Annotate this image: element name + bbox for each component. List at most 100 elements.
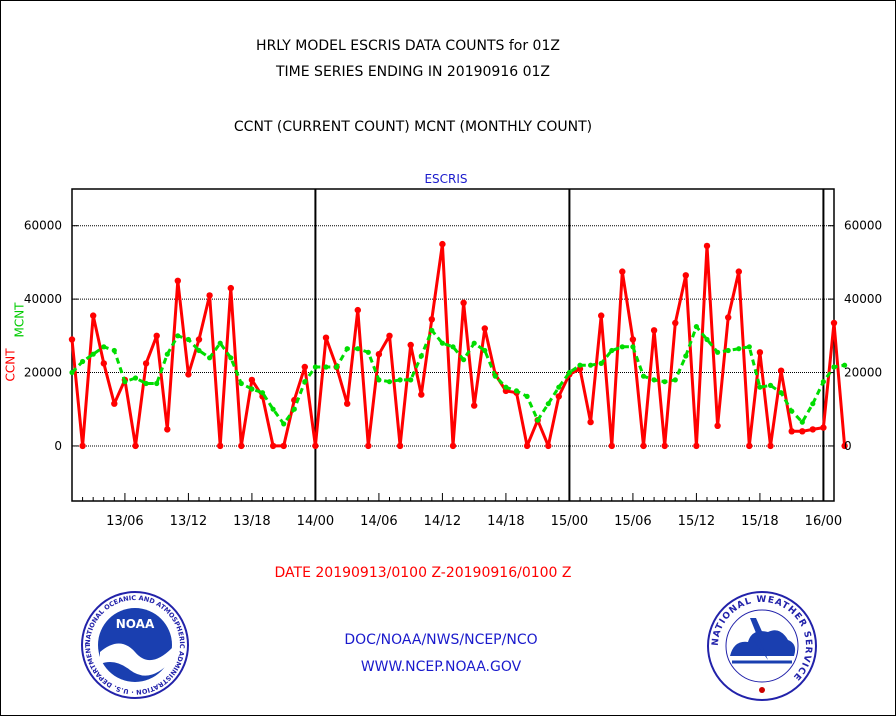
data-point-mcnt xyxy=(767,382,774,388)
data-point-ccnt xyxy=(809,426,816,433)
data-point-ccnt xyxy=(365,442,372,450)
data-point-mcnt xyxy=(746,344,752,350)
y-tick-label-left: 60000 xyxy=(24,219,62,233)
data-point-mcnt xyxy=(704,336,710,343)
x-tick-label: 13/18 xyxy=(233,514,270,529)
data-point-mcnt xyxy=(334,364,340,370)
data-point-mcnt xyxy=(355,346,361,352)
data-point-mcnt xyxy=(196,347,202,354)
data-point-ccnt xyxy=(153,332,160,339)
data-point-mcnt xyxy=(132,375,139,381)
data-point-mcnt xyxy=(683,353,689,359)
data-point-mcnt xyxy=(651,377,657,383)
title-line-1: HRLY MODEL ESCRIS DATA COUNTS for 01Z xyxy=(256,38,560,54)
y-tick-label-left: 20000 xyxy=(24,366,62,380)
data-point-mcnt xyxy=(323,364,329,370)
data-point-mcnt xyxy=(577,362,583,368)
data-point-mcnt xyxy=(609,347,615,354)
data-point-ccnt xyxy=(756,349,764,356)
data-point-mcnt xyxy=(175,333,181,339)
data-point-mcnt xyxy=(482,347,488,354)
data-point-ccnt xyxy=(439,240,446,248)
data-point-ccnt xyxy=(735,268,742,275)
data-point-ccnt xyxy=(449,442,457,450)
data-point-ccnt xyxy=(788,428,795,435)
data-point-mcnt xyxy=(154,380,160,387)
data-point-ccnt xyxy=(598,312,605,319)
data-point-mcnt xyxy=(344,346,350,352)
data-point-ccnt xyxy=(650,327,658,334)
y-tick-label-right: 20000 xyxy=(844,366,882,380)
data-point-mcnt xyxy=(80,358,86,365)
data-point-mcnt xyxy=(672,377,678,383)
data-point-ccnt xyxy=(523,442,531,450)
data-point-ccnt xyxy=(587,418,594,426)
data-point-mcnt xyxy=(461,357,467,363)
x-tick-label: 15/18 xyxy=(741,514,778,529)
data-point-ccnt xyxy=(312,442,319,450)
data-point-ccnt xyxy=(830,319,838,327)
data-point-mcnt xyxy=(513,388,520,394)
data-point-ccnt xyxy=(460,299,467,306)
data-point-mcnt xyxy=(535,417,541,423)
data-point-ccnt xyxy=(820,424,827,431)
data-point-ccnt xyxy=(481,325,488,332)
data-point-mcnt xyxy=(619,344,625,350)
data-point-mcnt xyxy=(492,373,498,379)
data-point-mcnt xyxy=(715,349,721,355)
data-point-ccnt xyxy=(354,306,361,314)
x-tick-label: 15/00 xyxy=(551,514,588,529)
data-point-mcnt xyxy=(397,377,403,383)
footer-org: DOC/NOAA/NWS/NCEP/NCO xyxy=(344,632,538,648)
y-tick-label-right: 60000 xyxy=(844,219,882,233)
data-point-ccnt xyxy=(280,442,287,450)
y-tick-label-right: 0 xyxy=(844,439,852,453)
data-point-ccnt xyxy=(142,360,150,367)
data-point-mcnt xyxy=(820,379,827,385)
data-point-ccnt xyxy=(100,360,108,367)
data-point-mcnt xyxy=(630,344,636,350)
title-line-2: TIME SERIES ENDING IN 20190916 01Z xyxy=(276,64,550,80)
data-point-mcnt xyxy=(471,340,477,346)
data-point-ccnt xyxy=(396,442,404,450)
data-point-ccnt xyxy=(407,341,414,349)
data-point-ccnt xyxy=(269,442,277,450)
data-point-mcnt xyxy=(207,355,213,361)
data-point-ccnt xyxy=(725,314,732,321)
data-point-ccnt xyxy=(714,422,721,429)
data-point-mcnt xyxy=(503,384,509,390)
y-tick-label-left: 40000 xyxy=(24,292,62,306)
data-point-mcnt xyxy=(90,351,96,357)
data-point-mcnt xyxy=(725,347,731,354)
data-point-mcnt xyxy=(217,340,223,346)
data-point-ccnt xyxy=(185,371,192,378)
data-point-mcnt xyxy=(101,344,107,350)
data-point-mcnt xyxy=(365,349,371,355)
data-point-ccnt xyxy=(555,393,562,400)
data-point-ccnt xyxy=(767,442,774,450)
data-point-mcnt xyxy=(662,379,668,385)
data-point-ccnt xyxy=(608,442,615,450)
data-point-ccnt xyxy=(629,336,637,343)
data-point-mcnt xyxy=(789,408,795,414)
noaa-logo-text: NOAA xyxy=(116,617,155,631)
data-point-ccnt xyxy=(68,336,76,343)
data-point-mcnt xyxy=(524,393,530,399)
data-point-mcnt xyxy=(281,421,287,427)
data-point-mcnt xyxy=(291,406,297,412)
data-point-mcnt xyxy=(810,401,816,407)
data-point-mcnt xyxy=(259,390,266,396)
x-tick-label: 13/06 xyxy=(106,514,143,529)
chart-title: ESCRIS xyxy=(424,172,468,186)
data-point-ccnt xyxy=(703,242,711,250)
data-point-ccnt xyxy=(111,400,118,407)
footer-url[interactable]: WWW.NCEP.NOAA.GOV xyxy=(360,659,522,675)
data-point-ccnt xyxy=(386,332,393,339)
noaa-logo: NATIONAL OCEANIC AND ATMOSPHERIC ADMINIS… xyxy=(80,590,189,699)
x-tick-label: 14/18 xyxy=(487,514,524,529)
series-line-ccnt xyxy=(70,242,847,448)
data-point-ccnt xyxy=(344,400,351,407)
x-tick-label: 15/12 xyxy=(678,514,715,529)
data-point-mcnt xyxy=(122,379,128,385)
